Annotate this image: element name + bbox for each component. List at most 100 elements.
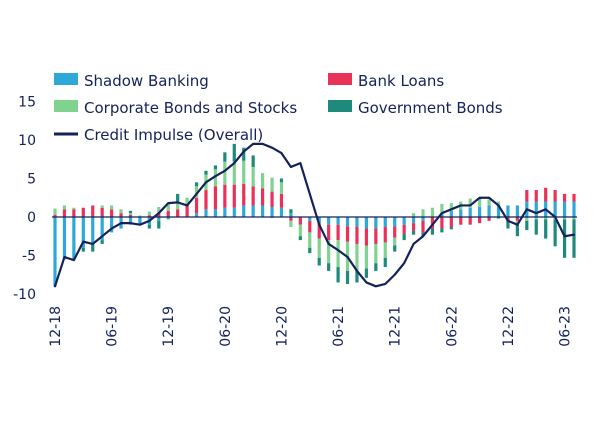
bar-series0-23 bbox=[270, 206, 274, 217]
bar-series1-33 bbox=[364, 228, 368, 246]
bar-series1-24 bbox=[279, 193, 284, 208]
bar-series1-39 bbox=[421, 220, 425, 233]
bar-series1-25 bbox=[289, 217, 293, 221]
bar-series0-22 bbox=[261, 205, 265, 217]
bar-series1-19 bbox=[232, 184, 236, 208]
bar-series0-48 bbox=[506, 205, 510, 217]
bar-series0-5 bbox=[100, 217, 104, 241]
bar-series0-31 bbox=[345, 217, 350, 227]
x-tick-label: 12-20 bbox=[274, 306, 290, 347]
x-tick-label: 06-20 bbox=[218, 306, 234, 347]
bar-series0-36 bbox=[393, 217, 397, 227]
bar-series3-36 bbox=[393, 245, 397, 252]
legend-swatch-3 bbox=[328, 100, 352, 112]
bar-series1-10 bbox=[147, 215, 151, 217]
bar-series0-6 bbox=[110, 217, 114, 233]
bar-series3-32 bbox=[355, 270, 359, 283]
bar-series3-3 bbox=[81, 247, 85, 252]
bar-series0-34 bbox=[374, 217, 378, 229]
bar-series2-19 bbox=[232, 161, 236, 185]
bar-series1-35 bbox=[383, 227, 387, 243]
bar-series2-29 bbox=[327, 240, 331, 264]
bar-series3-5 bbox=[100, 240, 104, 244]
x-tick-label: 06-22 bbox=[444, 306, 460, 347]
bar-series2-15 bbox=[194, 186, 199, 198]
bar-series3-20 bbox=[242, 147, 246, 161]
bar-series1-42 bbox=[449, 217, 453, 228]
bar-series0-8 bbox=[128, 217, 133, 225]
bar-series0-11 bbox=[157, 217, 161, 221]
bar-series2-6 bbox=[110, 205, 114, 210]
bar-series0-17 bbox=[213, 209, 218, 217]
legend-label-line: Credit Impulse (Overall) bbox=[84, 126, 263, 144]
bar-series2-28 bbox=[317, 238, 321, 258]
bar-series0-53 bbox=[553, 201, 557, 217]
bar-series2-1 bbox=[62, 205, 67, 210]
bar-series0-32 bbox=[355, 217, 359, 228]
bar-series2-14 bbox=[185, 197, 189, 206]
bar-series0-1 bbox=[62, 217, 67, 260]
bar-series1-44 bbox=[468, 217, 472, 225]
bar-series0-47 bbox=[496, 205, 501, 217]
bar-series3-42 bbox=[449, 227, 453, 230]
bar-series1-14 bbox=[185, 205, 189, 217]
bar-series1-1 bbox=[62, 209, 67, 217]
bar-series2-41 bbox=[440, 203, 444, 214]
bar-series0-21 bbox=[251, 205, 255, 217]
bar-series0-45 bbox=[478, 206, 482, 217]
bar-series0-29 bbox=[327, 217, 331, 225]
bar-series2-47 bbox=[496, 201, 501, 206]
bar-series0-38 bbox=[411, 217, 416, 224]
bar-series0-0 bbox=[53, 217, 57, 287]
bar-series3-30 bbox=[336, 267, 340, 283]
bar-series1-29 bbox=[327, 224, 331, 241]
bar-series1-36 bbox=[393, 226, 397, 238]
bar-series2-12 bbox=[166, 203, 170, 211]
bar-series2-54 bbox=[562, 217, 567, 220]
bar-series3-48 bbox=[506, 220, 510, 229]
bar-series2-17 bbox=[213, 169, 218, 187]
bar-series1-52 bbox=[544, 187, 548, 202]
bar-series2-18 bbox=[223, 161, 227, 185]
legend-label-0: Shadow Banking bbox=[84, 72, 209, 90]
legend-swatch-1 bbox=[328, 73, 352, 85]
bar-series1-4 bbox=[91, 205, 95, 217]
x-tick-label: 06-23 bbox=[558, 306, 574, 347]
bar-series3-27 bbox=[308, 247, 312, 254]
bar-series2-38 bbox=[411, 213, 416, 217]
bar-series3-35 bbox=[383, 257, 387, 268]
bar-series3-21 bbox=[251, 155, 255, 167]
bar-series1-17 bbox=[213, 186, 218, 210]
bar-series0-54 bbox=[562, 201, 567, 217]
bar-series3-31 bbox=[345, 270, 350, 284]
y-tick-label: 0 bbox=[27, 210, 36, 226]
bar-series1-51 bbox=[534, 190, 538, 202]
bar-series2-36 bbox=[393, 237, 397, 246]
bar-series1-40 bbox=[430, 217, 435, 229]
bar-series3-11 bbox=[157, 220, 161, 229]
bar-series1-49 bbox=[515, 217, 519, 221]
bar-series2-27 bbox=[308, 232, 312, 248]
bar-series3-8 bbox=[128, 210, 133, 214]
bar-series3-13 bbox=[176, 193, 180, 202]
bar-series1-6 bbox=[110, 209, 114, 217]
bar-series0-55 bbox=[572, 201, 576, 217]
bar-series1-16 bbox=[204, 190, 208, 210]
bar-series2-42 bbox=[449, 203, 453, 211]
bar-series3-37 bbox=[402, 233, 406, 241]
bar-series1-2 bbox=[72, 209, 76, 217]
bar-series2-7 bbox=[119, 209, 123, 214]
bar-series0-37 bbox=[402, 217, 406, 225]
legend-label-1: Bank Loans bbox=[358, 72, 444, 90]
bar-series0-28 bbox=[317, 217, 321, 224]
credit-impulse-line bbox=[53, 142, 576, 288]
bar-series2-44 bbox=[468, 198, 472, 208]
bar-series0-39 bbox=[421, 217, 425, 221]
bar-series2-24 bbox=[279, 182, 284, 194]
bar-series3-10 bbox=[147, 224, 151, 229]
bar-series2-0 bbox=[53, 208, 57, 215]
bar-series2-21 bbox=[251, 166, 255, 187]
bar-series2-20 bbox=[242, 160, 246, 184]
